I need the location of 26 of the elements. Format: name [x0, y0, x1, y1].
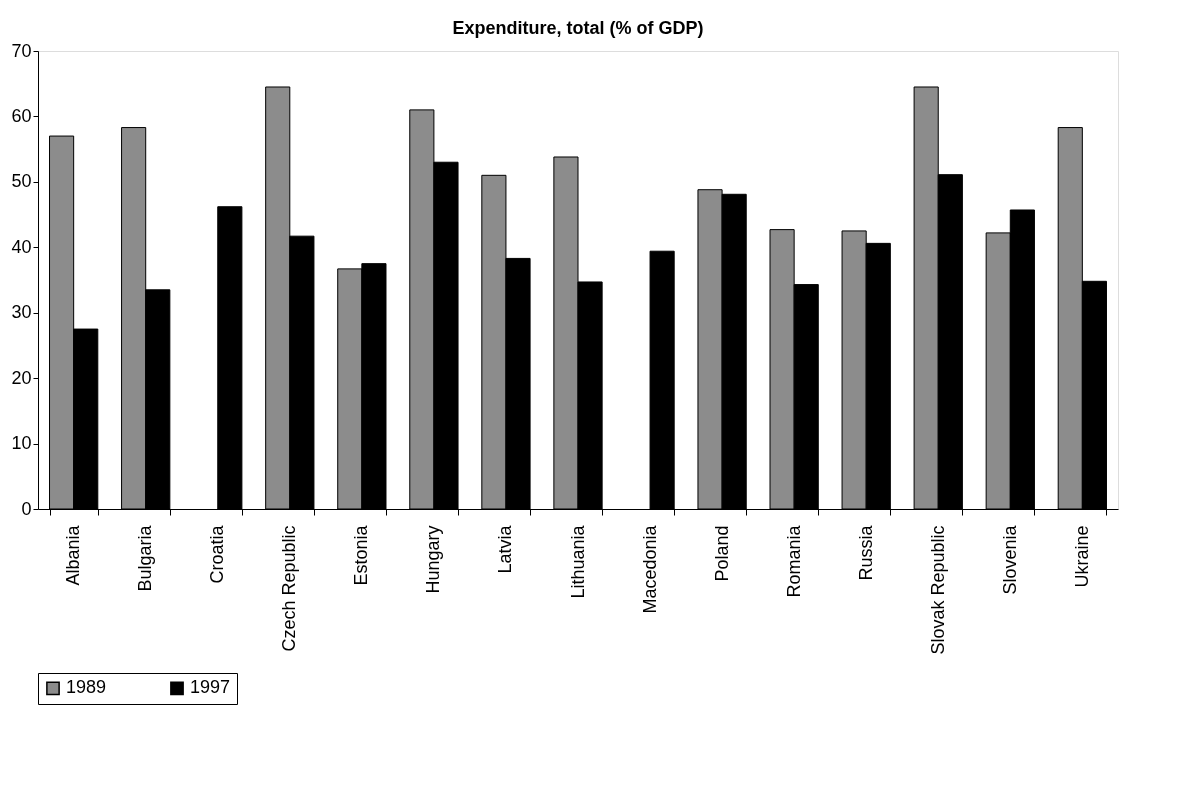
x-tick-label: Albania [63, 524, 84, 586]
y-tick-label: 50 [11, 171, 32, 192]
x-tick-label: Estonia [351, 524, 372, 586]
x-tick-label: Romania [783, 524, 804, 598]
x-tick-label: Bulgaria [135, 524, 156, 592]
legend-label: 1997 [190, 677, 231, 698]
y-tick-label: 70 [11, 40, 32, 61]
x-tick-label: Slovak Republic [927, 525, 948, 655]
x-tick-label: Croatia [207, 524, 228, 584]
x-tick-label: Ukraine [1071, 525, 1092, 588]
x-tick-label: Russia [855, 524, 876, 581]
x-tick-label: Czech Republic [279, 525, 300, 652]
legend-label: 1989 [66, 677, 107, 698]
x-tick-label: Poland [711, 525, 732, 582]
x-tick-label: Latvia [495, 524, 516, 574]
y-tick-label: 20 [11, 367, 32, 388]
chart-title: Expenditure, total (% of GDP) [452, 18, 704, 38]
y-tick-label: 30 [11, 302, 32, 323]
x-tick-label: Slovenia [999, 524, 1020, 595]
y-tick-label: 0 [21, 498, 32, 519]
y-tick-label: 40 [11, 236, 32, 257]
y-tick-label: 10 [11, 433, 32, 454]
x-tick-label: Lithuania [567, 524, 588, 599]
y-tick-label: 60 [11, 105, 32, 126]
x-tick-label: Hungary [423, 525, 444, 594]
x-tick-label: Macedonia [639, 524, 660, 614]
